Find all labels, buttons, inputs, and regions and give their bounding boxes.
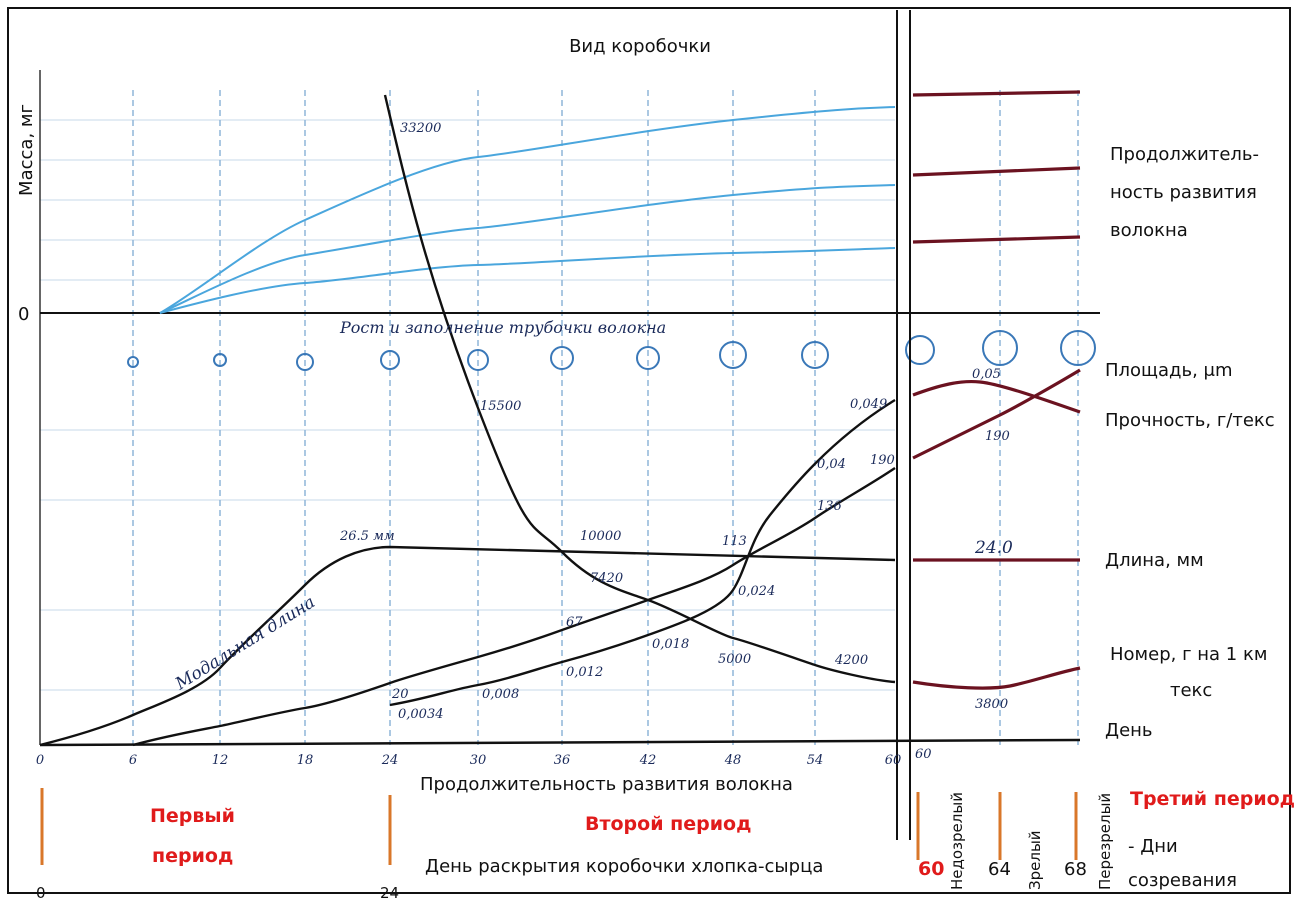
curve-label: 33200 xyxy=(400,121,441,136)
curve-label: 0,05 xyxy=(972,367,1001,382)
curve-label: 20 xyxy=(391,687,409,702)
period-label: Третий период xyxy=(1130,788,1295,810)
footer-label: День раскрытия коробочки хлопка-сырца xyxy=(425,856,823,877)
day-label: 12 xyxy=(212,753,229,768)
curve-label: 113 xyxy=(722,534,747,549)
footer-label: - Дни xyxy=(1128,836,1178,857)
day-label: 42 xyxy=(639,753,657,768)
period-label: период xyxy=(152,845,233,867)
zero-label: 0 xyxy=(18,304,29,325)
curve-label: 7420 xyxy=(590,571,623,586)
curve-label: 0,012 xyxy=(566,665,603,680)
day-mark: 24 xyxy=(380,884,399,901)
day-label: 30 xyxy=(470,753,487,768)
curve-label: 26.5 мм xyxy=(339,529,395,544)
curve-label: 190 xyxy=(985,429,1010,444)
curve-label: 15500 xyxy=(480,399,521,414)
curve-label: 5000 xyxy=(718,652,751,667)
day-label: 18 xyxy=(297,753,314,768)
curve-label: 190 xyxy=(870,453,895,468)
legend-label: Длина, мм xyxy=(1105,550,1204,571)
legend-label: Продолжитель- xyxy=(1110,144,1259,165)
ripeness-label: Зрелый xyxy=(1026,830,1044,890)
legend-label: Прочность, г/текс xyxy=(1105,410,1275,431)
ripeness-label: Перезрелый xyxy=(1096,793,1114,890)
footer-label: созревания xyxy=(1128,870,1237,891)
day-label: 60 xyxy=(915,747,932,762)
day-label: 24 xyxy=(381,753,399,768)
curve-label: 10000 xyxy=(580,529,621,544)
day-label: 60 xyxy=(885,753,902,768)
legend-label: ность развития xyxy=(1110,182,1257,203)
curve-label: 0,04 xyxy=(817,457,846,472)
legend-label: Площадь, μm xyxy=(1105,360,1233,381)
day-mark: 64 xyxy=(988,859,1011,880)
day-label: 54 xyxy=(807,753,824,768)
day-label: 6 xyxy=(129,753,137,768)
day-label: 36 xyxy=(554,753,571,768)
curve-label: 0,008 xyxy=(482,687,519,702)
day-mark: 60 xyxy=(918,858,944,880)
day-mark: 68 xyxy=(1064,859,1087,880)
curve-label: 136 xyxy=(817,499,842,514)
curve-label: 24.0 xyxy=(974,538,1013,558)
curve-label: 0,024 xyxy=(738,584,775,599)
curve-label: 67 xyxy=(566,615,583,630)
curve-label: 4200 xyxy=(834,653,868,668)
diagram: Вид коробочки Масса, мг 0 Рост и заполне… xyxy=(0,0,1297,901)
y-label: Масса, мг xyxy=(16,104,37,196)
period-label: Второй период xyxy=(585,813,751,835)
day-mark: 0 xyxy=(36,884,46,901)
ripeness-label: Недозрелый xyxy=(948,792,966,890)
curve-label: 0,0034 xyxy=(398,707,444,722)
legend-label: Номер, г на 1 км xyxy=(1110,644,1267,665)
period-label: Первый xyxy=(150,805,235,827)
legend-label: День xyxy=(1105,720,1153,741)
curve-label: 0,018 xyxy=(652,637,689,652)
footer-label: Продолжительность развития волокна xyxy=(420,774,793,795)
legend-label: волокна xyxy=(1110,220,1188,241)
growth-label: Рост и заполнение трубочки волокна xyxy=(339,318,666,337)
legend-label: текс xyxy=(1170,680,1212,701)
curve-label: 3800 xyxy=(975,697,1008,712)
curve-label: 0,049 xyxy=(850,397,887,412)
day-label: 48 xyxy=(724,753,742,768)
day-label: 0 xyxy=(36,753,44,768)
title: Вид коробочки xyxy=(569,36,711,57)
